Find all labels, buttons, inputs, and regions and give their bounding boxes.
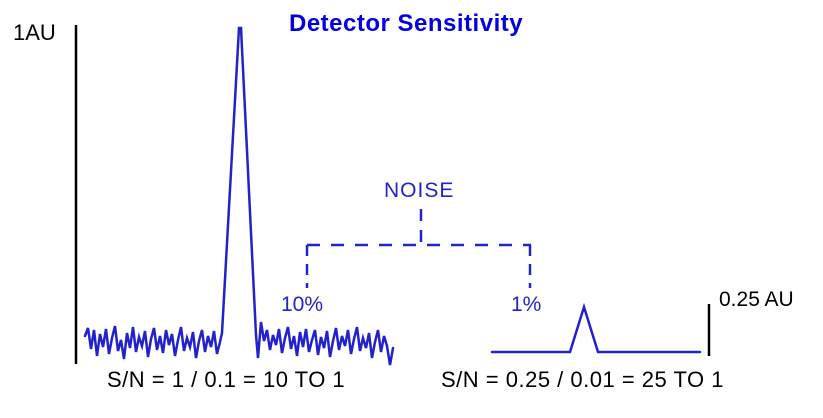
- right-signal-trace: [490, 302, 702, 354]
- right-noise-percent-label: 1%: [511, 293, 542, 316]
- noise-bracket: [305, 209, 532, 288]
- left-signal-trace: [83, 26, 395, 366]
- left-axis-label: 1AU: [13, 20, 56, 45]
- right-sn-equation: S/N = 0.25 / 0.01 = 25 TO 1: [441, 367, 724, 392]
- right-scale-label: 0.25 AU: [719, 288, 794, 311]
- left-noise-percent-label: 10%: [281, 293, 324, 316]
- page-title: Detector Sensitivity: [289, 10, 524, 37]
- noise-callout-label: NOISE: [384, 179, 455, 202]
- left-sn-equation: S/N = 1 / 0.1 = 10 TO 1: [107, 367, 346, 392]
